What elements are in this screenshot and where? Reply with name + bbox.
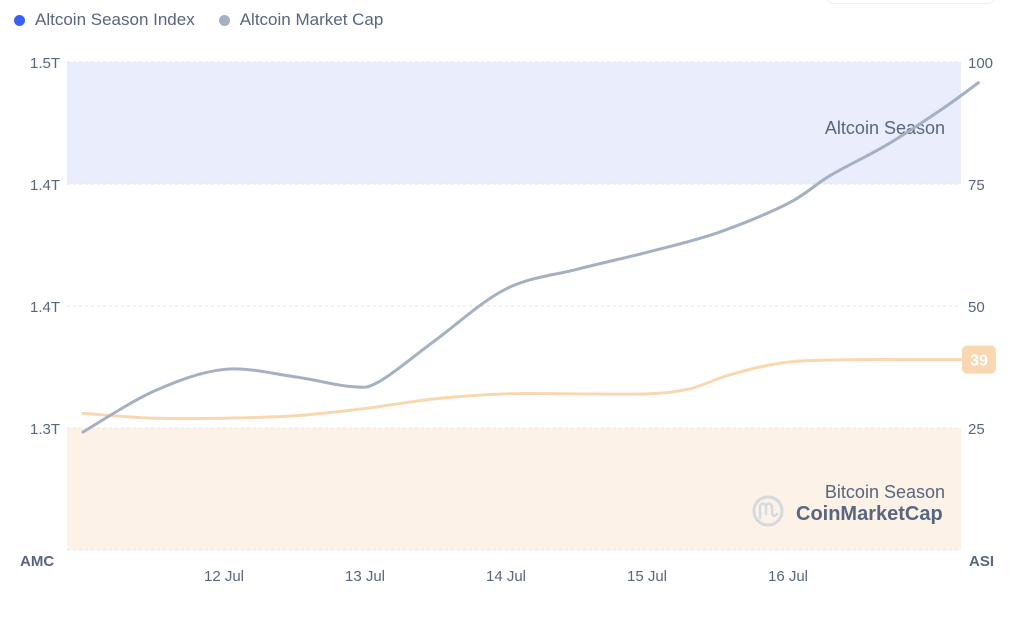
x-axis-tick-label: 14 Jul <box>486 568 526 585</box>
legend-label: Altcoin Season Index <box>35 10 195 29</box>
right-axis-title: ASI <box>969 553 994 570</box>
watermark-text: CoinMarketCap <box>796 503 943 525</box>
legend-dot-icon <box>218 14 230 26</box>
altcoin-season-index-line <box>81 357 980 421</box>
left-axis-tick-label: 1.3T <box>30 421 60 438</box>
legend-dot-icon <box>14 14 25 26</box>
legend-item-altcoin-market-cap[interactable]: Altcoin Market Cap <box>218 10 384 30</box>
altcoin-market-cap-line <box>81 81 980 434</box>
bitcoin-season-zone <box>67 428 961 550</box>
right-axis-tick-label: 100 <box>968 55 993 72</box>
right-axis-tick-label: 75 <box>968 177 985 194</box>
legend-label: Altcoin Market Cap <box>239 10 384 29</box>
current-value-badge <box>962 345 996 374</box>
coinmarketcap-watermark: CoinMarketCap <box>752 495 943 527</box>
altcoin-season-zone <box>67 62 961 184</box>
right-axis-tick-label: 50 <box>968 299 985 316</box>
x-axis-tick-label: 15 Jul <box>627 568 667 585</box>
chart-legend: Altcoin Season Index Altcoin Market Cap <box>14 10 383 30</box>
left-axis-tick-label: 1.4T <box>30 299 60 316</box>
legend-item-altcoin-season-index[interactable]: Altcoin Season Index <box>14 10 195 30</box>
left-axis-tick-label: 1.4T <box>30 177 60 194</box>
x-axis-tick-label: 16 Jul <box>768 568 808 585</box>
current-value-label: 39 <box>970 353 988 370</box>
altcoin-season-label: Altcoin Season <box>825 118 945 138</box>
x-axis-tick-label: 13 Jul <box>345 568 385 585</box>
left-axis-title: AMC <box>20 553 54 570</box>
bitcoin-season-label: Bitcoin Season <box>825 482 945 502</box>
left-axis-tick-label: 1.5T <box>30 55 60 72</box>
right-axis-tick-label: 25 <box>968 421 985 438</box>
x-axis-tick-label: 12 Jul <box>204 568 244 585</box>
